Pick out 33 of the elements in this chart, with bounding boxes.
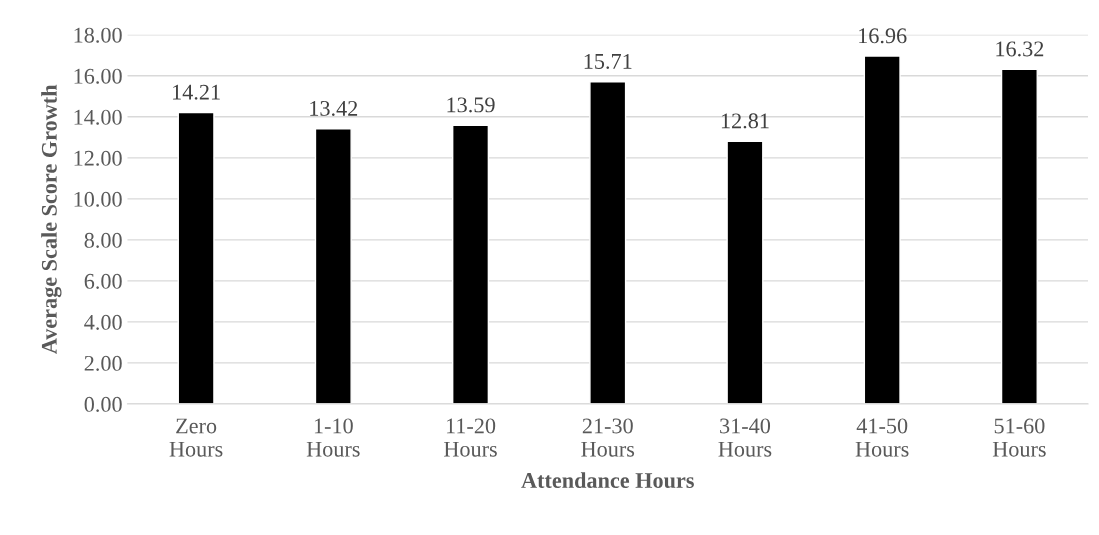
- data-label: 12.81: [721, 113, 769, 129]
- x-axis-title: Attendance Hours: [521, 472, 694, 489]
- y-tick-label: 12.00: [74, 150, 122, 166]
- x-tick-label: 1-10 Hours: [306, 418, 360, 457]
- bar: [177, 111, 215, 404]
- data-label: 14.21: [173, 84, 220, 100]
- data-label: 13.59: [447, 97, 495, 113]
- x-tick-label: Zero Hours: [169, 418, 223, 457]
- y-tick-label: 4.00: [84, 314, 122, 330]
- data-label: 15.71: [584, 54, 632, 69]
- bar: [863, 55, 901, 404]
- x-tick-label: 31-40 Hours: [718, 418, 772, 457]
- bar: [314, 128, 352, 404]
- y-tick-label: 8.00: [84, 232, 122, 248]
- bar: [589, 81, 627, 404]
- data-label: 16.32: [996, 41, 1044, 57]
- bar: [726, 140, 764, 404]
- data-label: 13.42: [310, 100, 358, 116]
- y-tick-label: 0.00: [84, 396, 122, 412]
- y-tick-label: 6.00: [84, 273, 122, 289]
- x-tick-label: 11-20 Hours: [444, 418, 497, 457]
- bar: [451, 124, 490, 404]
- y-axis-title: Average Scale Score Growth: [41, 84, 62, 354]
- y-tick-label: 14.00: [74, 109, 122, 125]
- data-label: 16.96: [859, 28, 907, 44]
- y-tick-label: 2.00: [84, 355, 122, 371]
- x-tick-label: 41-50 Hours: [855, 418, 909, 457]
- bar: [1000, 68, 1038, 404]
- y-tick-label: 18.00: [74, 27, 122, 43]
- x-tick-label: 51-60 Hours: [992, 418, 1046, 457]
- y-tick-label: 10.00: [74, 191, 122, 207]
- x-tick-label: 21-30 Hours: [581, 418, 635, 457]
- y-tick-label: 16.00: [74, 68, 122, 84]
